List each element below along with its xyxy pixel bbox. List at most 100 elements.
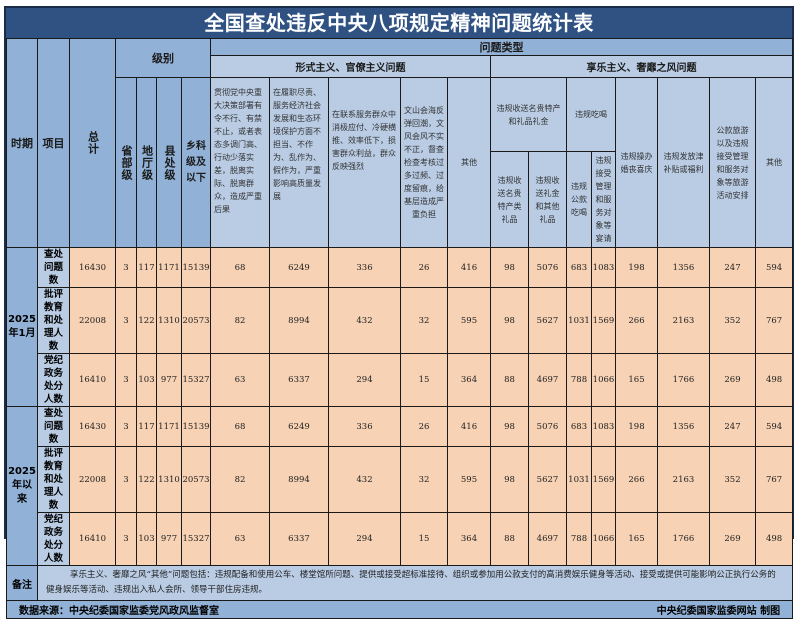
header-eating-banquet: 违规接受管理和服务对象等宴请 bbox=[591, 151, 616, 248]
table-row: 2025年以来 查处问题数 16430 3 117 1171 15139 68 6249 336 2… bbox=[6, 406, 794, 566]
value-cell: 432 bbox=[328, 287, 401, 354]
value-cell: 68 bbox=[210, 406, 270, 447]
item-cell: 查处问题数 bbox=[37, 247, 70, 288]
value-cell: 82 bbox=[210, 446, 270, 513]
value-cell: 1310 bbox=[156, 446, 182, 513]
value-cell: 977 bbox=[156, 353, 182, 407]
value-cell: 15 bbox=[400, 512, 448, 566]
value-cell: 32 bbox=[400, 287, 448, 354]
value-cell: 6337 bbox=[269, 353, 329, 407]
value-cell: 5076 bbox=[528, 247, 567, 288]
level-label: 地厅级 bbox=[140, 144, 154, 181]
value-cell: 26 bbox=[400, 406, 448, 447]
value-cell: 498 bbox=[754, 353, 794, 407]
value-cell: 63 bbox=[210, 512, 270, 566]
value-cell: 16430 bbox=[69, 406, 116, 447]
value-cell: 2163 bbox=[657, 446, 710, 513]
value-cell: 198 bbox=[615, 247, 658, 288]
value-cell: 16430 bbox=[69, 247, 116, 288]
value-cell: 416 bbox=[447, 406, 491, 447]
value-cell: 1356 bbox=[657, 247, 710, 288]
value-cell: 352 bbox=[709, 446, 756, 513]
value-cell: 1766 bbox=[657, 353, 710, 407]
value-cell: 20573 bbox=[181, 446, 211, 513]
value-cell: 88 bbox=[490, 353, 529, 407]
item-cell: 批评教育和处理人数 bbox=[37, 446, 70, 513]
header-period: 时期 bbox=[6, 38, 38, 248]
value-cell: 767 bbox=[754, 287, 794, 354]
value-cell: 595 bbox=[447, 446, 491, 513]
value-cell: 1310 bbox=[156, 287, 182, 354]
value-cell: 15139 bbox=[181, 247, 211, 288]
value-cell: 198 bbox=[615, 406, 658, 447]
value-cell: 165 bbox=[615, 353, 658, 407]
table-row: 党纪政务处分人数 16410 3 103 977 15327 63 6337 294 15 364 8… bbox=[7, 353, 794, 407]
value-cell: 352 bbox=[709, 287, 756, 354]
value-cell: 16410 bbox=[69, 512, 116, 566]
value-cell: 1083 bbox=[591, 406, 616, 447]
value-cell: 5076 bbox=[528, 406, 567, 447]
value-cell: 788 bbox=[566, 353, 592, 407]
value-cell: 16410 bbox=[69, 353, 116, 407]
value-cell: 416 bbox=[447, 247, 491, 288]
value-cell: 1031 bbox=[566, 446, 592, 513]
value-cell: 6337 bbox=[269, 512, 329, 566]
value-cell: 3 bbox=[115, 287, 137, 354]
value-cell: 4697 bbox=[528, 512, 567, 566]
value-cell: 364 bbox=[447, 353, 491, 407]
header-travel: 公款旅游以及违规接受管理和服务对象等旅游活动安排 bbox=[709, 77, 756, 248]
value-cell: 247 bbox=[709, 247, 756, 288]
period-cell: 2025年1月 bbox=[6, 247, 38, 407]
value-cell: 1171 bbox=[156, 406, 182, 447]
value-cell: 32 bbox=[400, 446, 448, 513]
value-cell: 3 bbox=[115, 353, 137, 407]
value-cell: 15327 bbox=[181, 512, 211, 566]
value-cell: 364 bbox=[447, 512, 491, 566]
value-cell: 269 bbox=[709, 512, 756, 566]
header-hedonism: 享乐主义、奢靡之风问题 bbox=[489, 55, 794, 78]
note-label: 备注 bbox=[6, 565, 38, 601]
value-cell: 595 bbox=[447, 287, 491, 354]
value-cell: 1066 bbox=[591, 353, 616, 407]
table-row: 党纪政务处分人数 16410 3 103 977 15327 63 6337 294 15 364 8… bbox=[7, 512, 794, 566]
value-cell: 336 bbox=[328, 406, 401, 447]
value-cell: 294 bbox=[328, 353, 401, 407]
value-cell: 1569 bbox=[591, 446, 616, 513]
value-cell: 247 bbox=[709, 406, 756, 447]
value-cell: 767 bbox=[754, 446, 794, 513]
header-gifts-group: 违规收送名贵特产和礼品礼金 bbox=[490, 77, 567, 152]
value-cell: 117 bbox=[136, 247, 157, 288]
item-cell: 党纪政务处分人数 bbox=[37, 512, 70, 566]
value-cell: 122 bbox=[136, 287, 157, 354]
value-cell: 82 bbox=[210, 287, 270, 354]
value-cell: 103 bbox=[136, 512, 157, 566]
value-cell: 3 bbox=[115, 512, 137, 566]
value-cell: 1766 bbox=[657, 512, 710, 566]
value-cell: 3 bbox=[115, 446, 137, 513]
header-formalism-other: 其他 bbox=[447, 77, 491, 248]
item-cell: 查处问题数 bbox=[37, 406, 70, 447]
value-cell: 269 bbox=[709, 353, 756, 407]
value-cell: 683 bbox=[566, 406, 592, 447]
value-cell: 8994 bbox=[269, 446, 329, 513]
value-cell: 1031 bbox=[566, 287, 592, 354]
page-title: 全国查处违反中央八项规定精神问题统计表 bbox=[204, 11, 594, 35]
value-cell: 1171 bbox=[156, 247, 182, 288]
value-cell: 594 bbox=[754, 406, 794, 447]
value-cell: 26 bbox=[400, 247, 448, 288]
value-cell: 1066 bbox=[591, 512, 616, 566]
value-cell: 266 bbox=[615, 287, 658, 354]
item-cell: 批评教育和处理人数 bbox=[37, 287, 70, 354]
value-cell: 22008 bbox=[69, 446, 116, 513]
note-text: 享乐主义、奢靡之风“其他”问题包括：违规配备和使用公车、楼堂馆所问题、提供或接受… bbox=[36, 565, 794, 601]
header-formalism-service: 在联系服务群众中消极应付、冷硬横推、效率低下，损害群众利益，群众反映强烈 bbox=[328, 77, 401, 248]
value-cell: 117 bbox=[136, 406, 157, 447]
value-cell: 88 bbox=[490, 512, 529, 566]
value-cell: 266 bbox=[615, 446, 658, 513]
value-cell: 1083 bbox=[591, 247, 616, 288]
table-row: 批评教育和处理人数 22008 3 122 1310 20573 82 8994 432 32 59… bbox=[7, 287, 794, 354]
source-row: 数据来源：中央纪委国家监委党风政风监督室 中央纪委国家监委网站 制图 bbox=[5, 600, 794, 619]
value-cell: 63 bbox=[210, 353, 270, 407]
data-source: 数据来源：中央纪委国家监委党风政风监督室 bbox=[19, 606, 219, 617]
header-total: 总计 bbox=[69, 38, 116, 248]
